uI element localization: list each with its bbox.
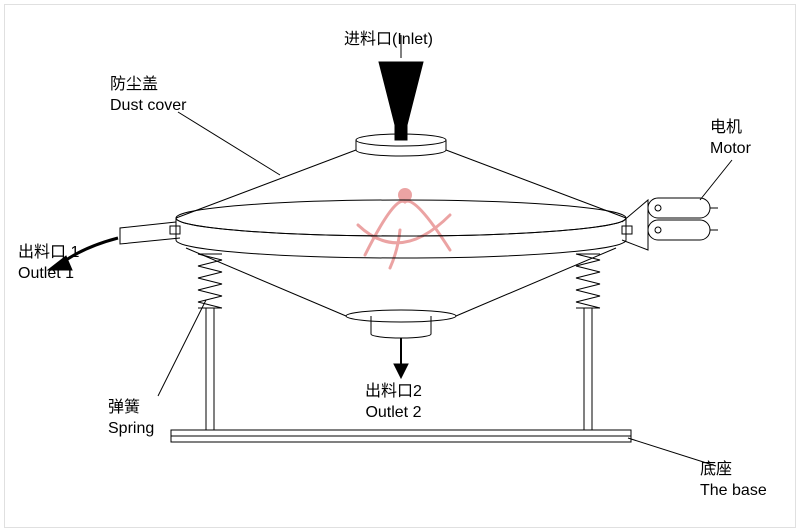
inlet-cn: 进料口 (344, 31, 392, 48)
dustcover-label: 防尘盖 Dust cover (110, 75, 186, 117)
base-label: 底座 The base (700, 460, 767, 502)
dustcover-cn: 防尘盖 (110, 75, 186, 96)
motor-shape (622, 198, 718, 250)
motor-cn: 电机 (710, 118, 751, 139)
spring-label: 弹簧 Spring (108, 398, 154, 440)
inlet-en: (Inlet) (392, 31, 433, 48)
leg-left (206, 308, 214, 430)
leader-dustcover (178, 112, 280, 175)
leader-motor (700, 160, 732, 200)
outlet2-en: Outlet 2 (365, 403, 422, 424)
base-cn: 底座 (700, 460, 767, 481)
spring-cn: 弹簧 (108, 398, 154, 419)
base-plate (171, 430, 631, 442)
inlet-label: 进料口(Inlet) (344, 30, 433, 51)
lower-cone (186, 248, 616, 322)
dustcover-en: Dust cover (110, 96, 186, 117)
outlet2-cn: 出料口2 (365, 382, 422, 403)
motor-label: 电机 Motor (710, 118, 751, 160)
outlet2-stub (371, 316, 431, 378)
outlet2-label: 出料口2 Outlet 2 (365, 382, 422, 424)
base-en: The base (700, 481, 767, 502)
spring-en: Spring (108, 419, 154, 440)
spring-right (576, 254, 600, 308)
outlet1-cn: 出料口 1 (18, 243, 79, 264)
leader-spring (158, 300, 206, 396)
outlet1-label: 出料口 1 Outlet 1 (18, 243, 79, 285)
leg-right (584, 308, 592, 430)
outlet1-en: Outlet 1 (18, 264, 79, 285)
motor-en: Motor (710, 139, 751, 160)
